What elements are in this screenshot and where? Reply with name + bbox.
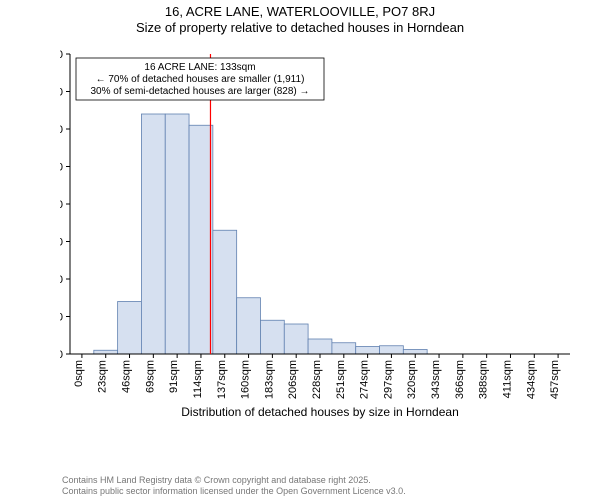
x-tick-label: 160sqm (240, 360, 252, 399)
y-tick-label: 400 (60, 199, 63, 211)
histogram-bar (284, 324, 308, 354)
histogram-bar (237, 298, 261, 354)
histogram-bar (403, 350, 427, 355)
x-tick-label: 251sqm (335, 360, 347, 399)
chart-area: 0 100 200 300 400 500 600 700 800 0sqm 23sqm 46sqm 6… (60, 48, 580, 428)
y-tick-label: 100 (60, 312, 63, 324)
footer-attrib: Contains HM Land Registry data © Crown c… (62, 475, 406, 496)
y-tick-label: 300 (60, 237, 63, 249)
x-tick-label: 297sqm (382, 360, 394, 399)
histogram-bar (260, 320, 284, 354)
x-tick-label: 137sqm (216, 360, 228, 399)
x-tick-label: 366sqm (454, 360, 466, 399)
x-tick-label: 114sqm (192, 360, 204, 398)
x-axis-label: Distribution of detached houses by size … (181, 405, 459, 419)
annotation-line: ← 70% of detached houses are smaller (1,… (96, 74, 305, 85)
x-tick-label: 274sqm (359, 360, 371, 399)
histogram-bar (118, 302, 142, 355)
title-line1: 16, ACRE LANE, WATERLOOVILLE, PO7 8RJ (0, 4, 600, 20)
y-tick-label: 0 (60, 349, 63, 361)
histogram-bar (189, 125, 213, 354)
histogram-bar (332, 343, 356, 354)
x-tick-label: 343sqm (430, 360, 442, 399)
annotation-line: 16 ACRE LANE: 133sqm (144, 62, 255, 73)
histogram-bar (165, 114, 189, 354)
x-tick-label: 411sqm (501, 360, 513, 398)
histogram-bar (380, 346, 404, 354)
y-tick-label: 600 (60, 124, 63, 136)
x-tick-label: 434sqm (525, 360, 537, 399)
histogram-bar (94, 350, 118, 354)
x-tick-label: 91sqm (168, 360, 180, 393)
x-tick-label: 457sqm (549, 360, 561, 399)
title-line2: Size of property relative to detached ho… (0, 20, 600, 36)
x-tick-label: 69sqm (144, 360, 156, 393)
footer-line1: Contains HM Land Registry data © Crown c… (62, 475, 406, 485)
histogram-svg: 0 100 200 300 400 500 600 700 800 0sqm 23sqm 46sqm 6… (60, 48, 580, 448)
x-tick-label: 46sqm (121, 360, 133, 393)
x-tick-label: 206sqm (287, 360, 299, 399)
histogram-bar (213, 230, 237, 354)
x-tick-label: 183sqm (263, 360, 275, 399)
chart-title-block: 16, ACRE LANE, WATERLOOVILLE, PO7 8RJ Si… (0, 0, 600, 35)
histogram-bar (141, 114, 165, 354)
annotation-line: 30% of semi-detached houses are larger (… (90, 86, 309, 97)
footer-line2: Contains public sector information licen… (62, 486, 406, 496)
x-tick-label: 228sqm (311, 360, 323, 399)
x-tick-label: 23sqm (97, 360, 109, 393)
y-tick-label: 200 (60, 274, 63, 286)
histogram-bar (356, 347, 380, 355)
y-tick-label: 700 (60, 87, 63, 99)
y-tick-label: 500 (60, 162, 63, 174)
histogram-bar (308, 339, 332, 354)
x-tick-label: 388sqm (478, 360, 490, 399)
x-tick-label: 0sqm (73, 360, 85, 387)
x-tick-label: 320sqm (406, 360, 418, 399)
y-tick-label: 800 (60, 49, 63, 61)
